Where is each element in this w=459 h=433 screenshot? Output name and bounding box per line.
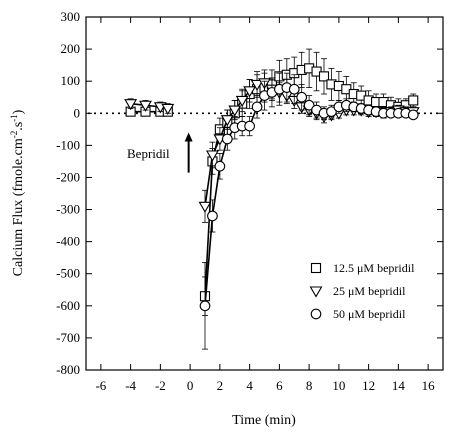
data-point [235,95,249,108]
data-point [207,210,218,222]
data-point [408,95,419,106]
series-circle [199,72,419,350]
x-tick-label: 12 [362,378,375,393]
data-point [303,99,315,111]
y-tick-label: 200 [61,41,81,56]
x-tick-label: 4 [246,378,253,393]
x-tick-label: 8 [306,378,313,393]
legend-label: 50 μM bepridil [333,307,406,321]
y-tick-label: -100 [56,137,80,152]
legend-label: 25 μM bepridil [333,284,406,298]
x-tick-label: 6 [276,378,283,393]
axis-ticks [86,16,443,371]
x-tick-label: 0 [187,378,194,393]
y-axis-title-sup1: -2 [9,131,19,139]
data-point [244,120,255,132]
data-point [326,106,337,118]
y-axis-title: Calcium Flux (fmole.cm-2.s-1) [9,109,26,276]
data-point [161,103,175,116]
data-point [214,160,226,172]
data-point [198,201,212,213]
legend: 12.5 μM bepridil 25 μM bepridil 50 μM bepr… [309,261,415,321]
data-point [221,133,233,145]
y-tick-label: -200 [56,169,80,184]
x-axis-title: Time (min) [232,413,296,428]
data-point [124,99,138,111]
y-tick-label: 100 [61,73,81,88]
y-tick-label: -400 [56,234,80,249]
y-axis-title-sup2: -1 [9,114,19,122]
bepridil-annotation-label: Bepridil [127,146,170,161]
x-tick-label: 16 [422,378,436,393]
x-tick-label: -2 [155,378,166,393]
legend-marker-circle [310,308,322,320]
data-point [139,100,152,112]
y-axis-title-mid: .s [11,122,26,131]
y-tick-label: 0 [74,105,81,120]
x-tick-label: 14 [392,378,406,393]
y-tick-label: -800 [56,362,80,377]
data-point [250,79,264,91]
y-tick-label: -600 [56,298,80,313]
data-point [205,150,219,162]
data-point [251,101,263,113]
y-tick-label: -700 [56,330,80,345]
arrow-head [184,132,193,142]
y-tick-label: 300 [61,9,81,24]
data-point [199,300,211,312]
data-point [288,83,300,95]
legend-marker-triangle-down [309,286,323,298]
legend-marker-square [310,262,322,274]
x-tick-label: -6 [95,378,106,393]
y-axis-title-main: Calcium Flux (fmole.cm [11,138,26,276]
data-point [407,109,419,121]
y-axis-title-end: ) [11,109,26,114]
y-tick-label: -500 [56,266,80,281]
x-tick-labels: -6 -4 -2 0 2 4 6 8 10 12 14 16 [95,378,435,393]
data-point [220,115,234,127]
x-tick-label: 10 [332,378,345,393]
bepridil-arrow-icon [184,132,193,173]
data-point [228,105,242,117]
data-point [243,86,257,98]
y-tick-label: -300 [56,202,80,217]
x-tick-label: -4 [125,378,136,393]
x-tick-label: 2 [217,378,224,393]
legend-label: 12.5 μM bepridil [333,261,415,275]
y-tick-labels: 300 200 100 0 -100 -200 -300 -400 -500 -600 -700 -8… [56,9,80,377]
data-point [296,91,308,103]
series-layer [124,48,420,350]
plot-frame [85,16,444,371]
data-point [318,71,330,82]
